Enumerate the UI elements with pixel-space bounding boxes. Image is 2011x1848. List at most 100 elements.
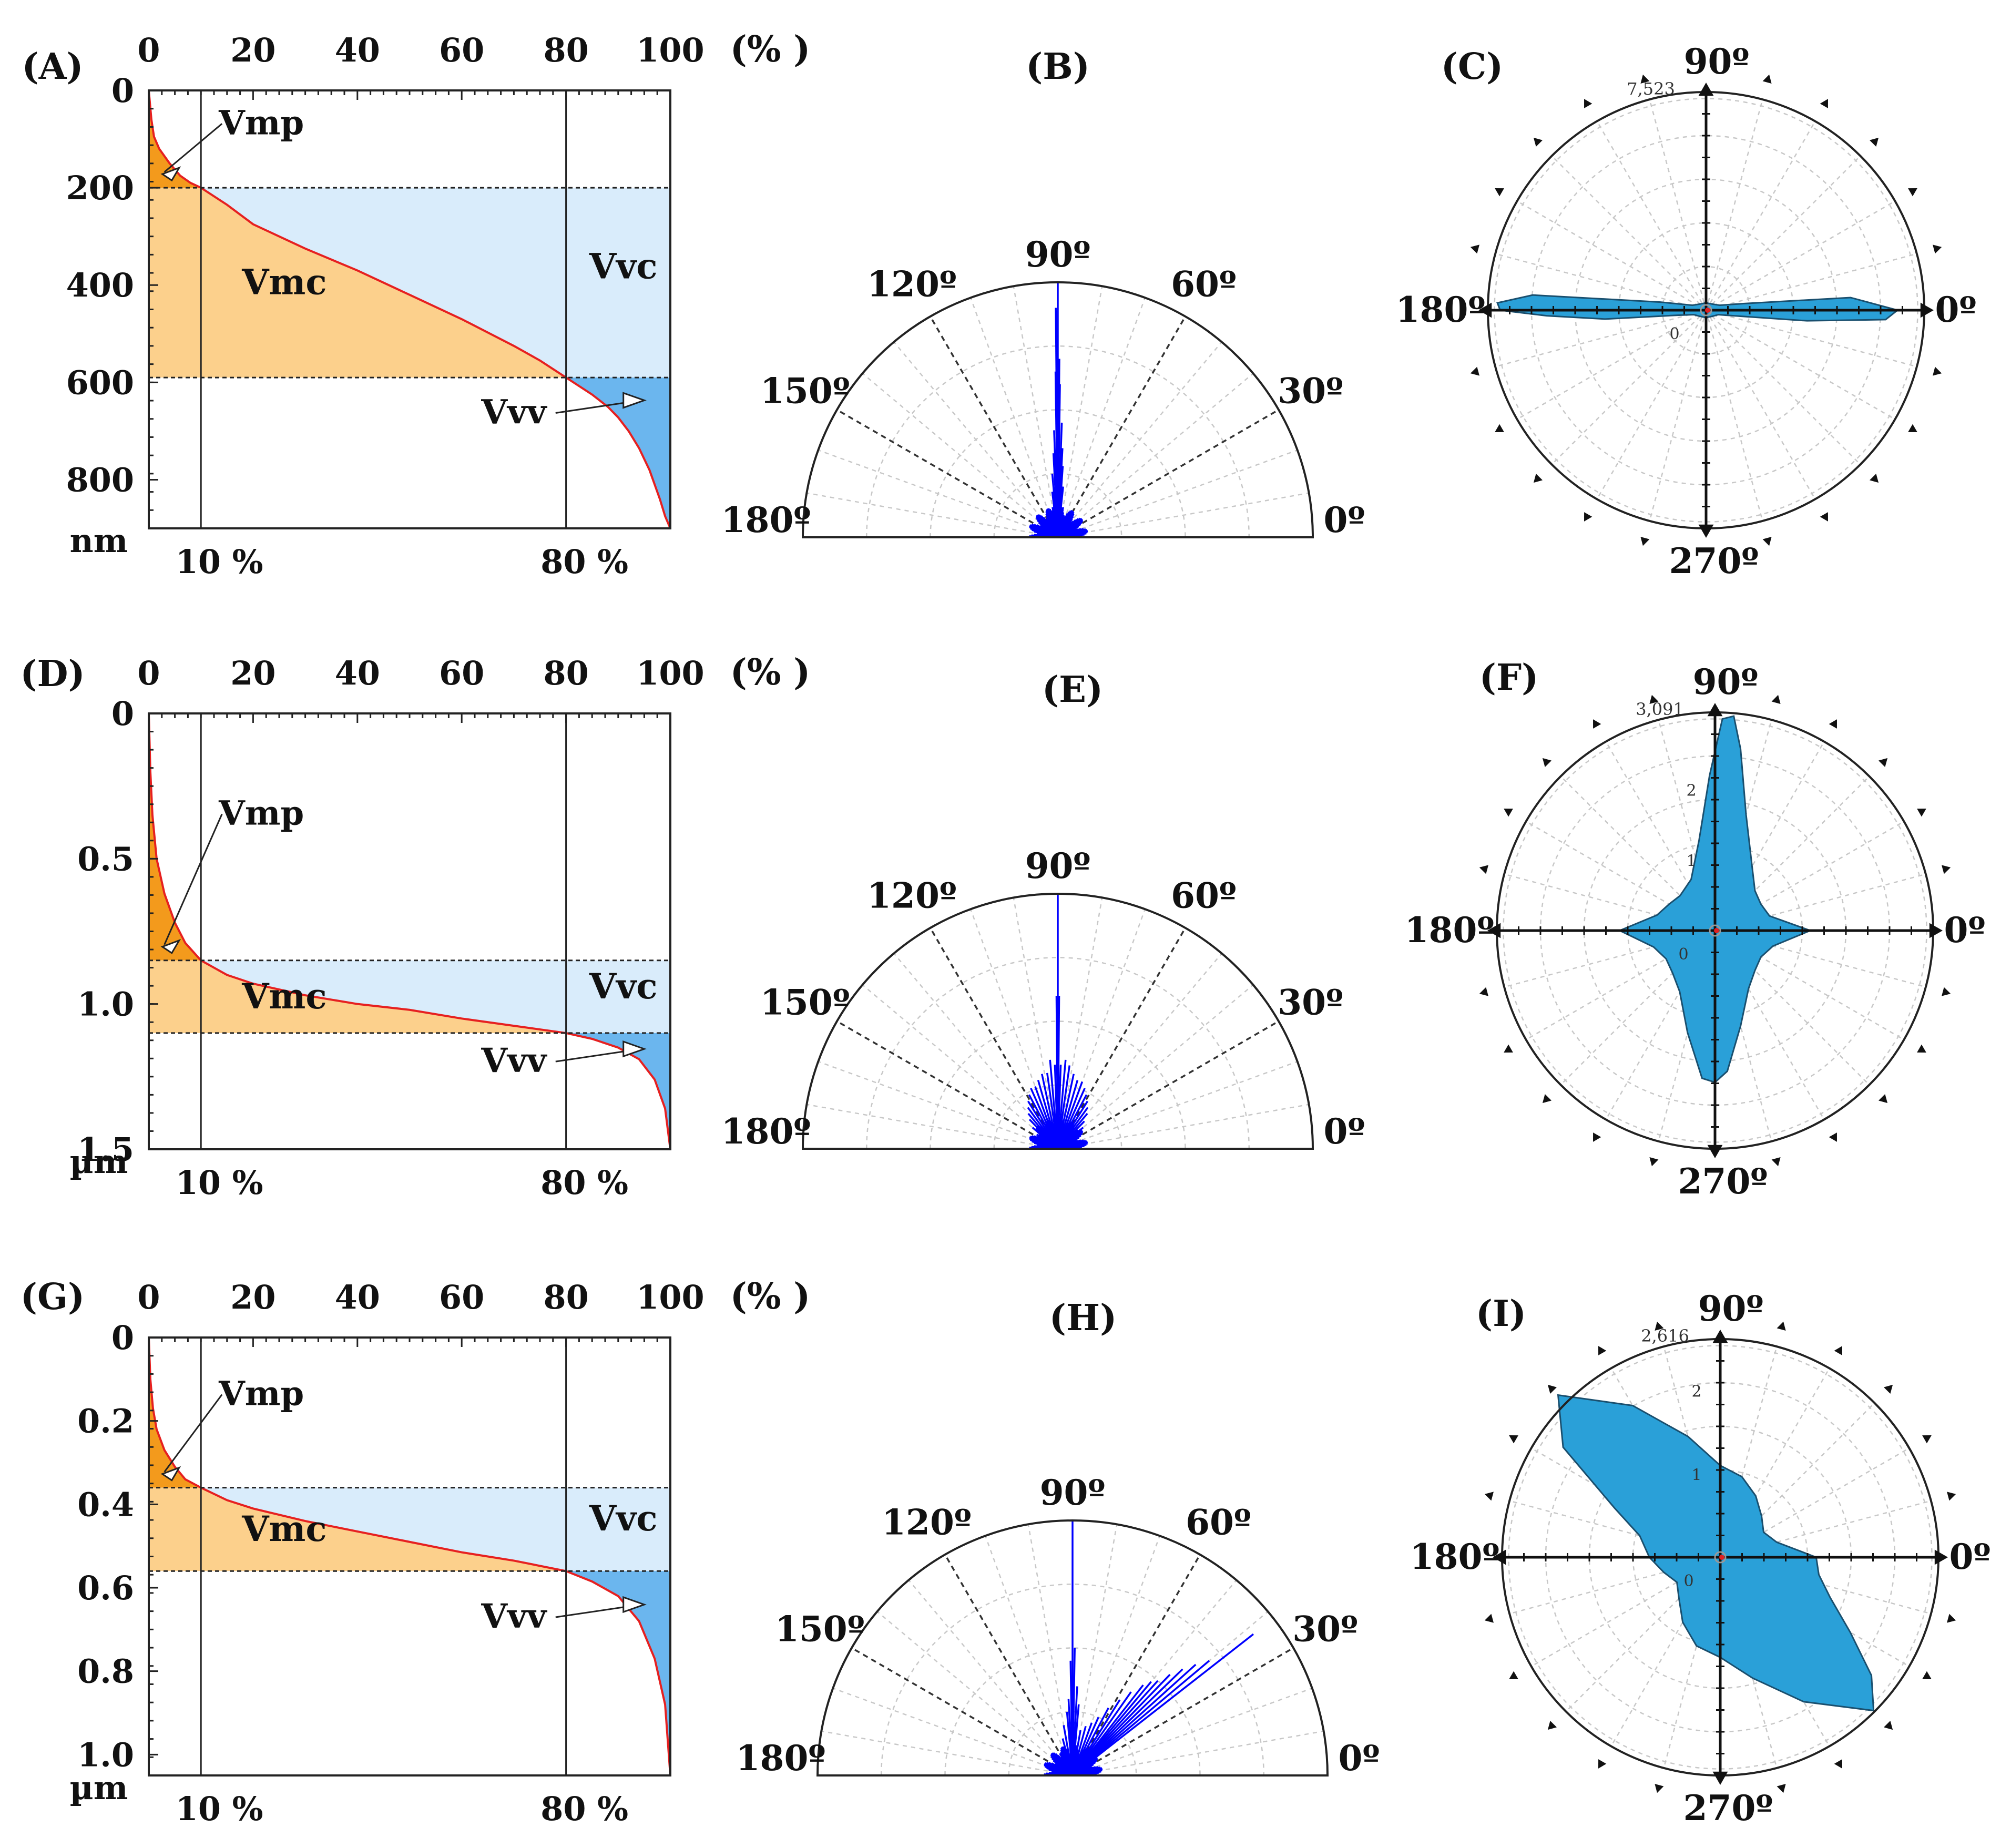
polar-rose-chart-8: 2,616 0 1 2 0º 90º 180º 270º [1410, 1288, 1991, 1829]
y-tick-label: 0 [111, 72, 134, 110]
vvc-label: Vvc [589, 1498, 658, 1539]
angle-marker [1707, 703, 1723, 717]
angle-marker [1947, 1614, 1956, 1623]
grid-radial [1057, 492, 1309, 538]
top-tick-label: 80 [543, 1278, 588, 1316]
top-tick-label: 60 [439, 1278, 484, 1316]
top-tick-label: 100 [636, 31, 704, 69]
grid-radial [1072, 1730, 1324, 1776]
angle-marker [1834, 1759, 1842, 1769]
grid-radial [1705, 120, 1816, 311]
vmp-region [149, 90, 201, 188]
angle-marker [1942, 865, 1951, 874]
vmc-label: Vmc [241, 1508, 326, 1549]
grid-arc [866, 957, 1250, 1149]
angle-label: 0º [1324, 499, 1365, 540]
center-ring [1714, 1551, 1727, 1564]
grid-radial [862, 373, 1058, 538]
angle-marker [1762, 74, 1772, 84]
grid-radial [1551, 310, 1707, 465]
polar-rose-chart-2: 7,523 0 0º 90º 180º 270º [1396, 41, 1977, 581]
top-tick-label: 40 [335, 31, 380, 69]
top-tick-label: 80 [543, 31, 588, 69]
material-ratio-chart-6: 0 20 40 60 80 100 (% ) 0 0.2 0.4 0.6 0.8 1.0µm 10 % 80… [70, 1275, 811, 1828]
grid-arc [866, 345, 1250, 538]
panel-label: (A) [22, 46, 83, 88]
grid-radial [1516, 309, 1707, 420]
vmp-region [149, 713, 201, 961]
top-tick-label: 80 [543, 654, 588, 692]
vvv-arrow-head [622, 1040, 647, 1058]
top-tick-label: 0 [137, 31, 160, 69]
marker-10pct-label: 10 % [176, 543, 263, 581]
angle-marker [1493, 1549, 1506, 1565]
top-tick-label: 40 [335, 1278, 380, 1316]
angle-marker [1698, 524, 1714, 538]
angle-marker [1479, 865, 1488, 874]
angle-label: 30º [1278, 982, 1343, 1023]
material-ratio-chart-3: 0 20 40 60 80 100 (% ) 0 0.5 1.0 1.5µm 10 % 80 % Vmp V… [70, 651, 811, 1202]
top-tick-label: 0 [137, 1278, 160, 1316]
vvv-arrow-line [555, 1049, 634, 1063]
angle-label: 90º [1025, 234, 1091, 275]
angle-marker [1820, 512, 1828, 522]
angle-marker [1533, 473, 1543, 483]
marker-10pct-label: 10 % [176, 1163, 263, 1202]
vmp-label: Vmp [218, 103, 304, 142]
vmp-label: Vmp [218, 1374, 304, 1414]
grid-radial [876, 1611, 1073, 1776]
angle-label-270: 270º [1678, 1161, 1768, 1202]
angle-label: 30º [1278, 371, 1343, 412]
y-tick-label: 200 [66, 169, 134, 207]
grid-radial [807, 1104, 1058, 1150]
angle-label-180: 180º [1410, 1536, 1500, 1577]
angle-marker [1533, 137, 1543, 147]
y-tick-label: 1.5 [77, 1130, 134, 1169]
angle-label: 0º [1339, 1738, 1380, 1779]
y-tick-label: 0.2 [77, 1402, 134, 1441]
angle-marker [1584, 512, 1593, 522]
angle-marker [1484, 1492, 1494, 1501]
major-radial [929, 316, 1059, 538]
angle-marker [1771, 1157, 1781, 1167]
vmp-arrow-line [164, 1394, 223, 1473]
plot-frame [148, 712, 671, 1150]
vvv-arrow-head [622, 1596, 647, 1614]
angle-label-0: 0º [1944, 910, 1986, 951]
angle-marker [1547, 1720, 1557, 1730]
panel-label: (C) [1441, 46, 1503, 88]
angle-marker [1698, 83, 1714, 96]
major-radial [836, 409, 1058, 538]
ring-label: 1 [1691, 1466, 1701, 1484]
grid-radial [862, 984, 1058, 1149]
vvv-arrow-head [622, 392, 647, 409]
major-radial [1072, 1647, 1294, 1776]
scale-max-label: 7,523 [1627, 79, 1675, 99]
vmc-region [149, 188, 566, 378]
angle-label: 30º [1292, 1609, 1358, 1650]
angle-marker [1655, 1321, 1664, 1331]
angle-label: 180º [721, 1111, 811, 1152]
angle-marker [1479, 987, 1488, 996]
angle-marker [1922, 1671, 1932, 1679]
angle-label-90: 90º [1698, 1288, 1764, 1329]
grid-radial [1596, 310, 1707, 500]
angle-marker [1649, 1157, 1659, 1167]
top-unit-label: (% ) [730, 28, 811, 70]
y-unit-label: nm [70, 522, 128, 560]
direction-ray [1071, 1633, 1254, 1776]
grid-arc [930, 409, 1186, 538]
grid-arc [1008, 1711, 1137, 1776]
grid-arc [881, 1584, 1264, 1776]
panel-label: (G) [21, 1276, 85, 1318]
material-ratio-curve [148, 713, 671, 1150]
angle-label: 60º [1186, 1502, 1251, 1543]
angle-label: 150º [775, 1609, 865, 1650]
vmp-region [149, 1337, 201, 1488]
angle-marker [1712, 1771, 1728, 1785]
angle-marker [1712, 1330, 1728, 1343]
vvc-label: Vvc [589, 246, 658, 287]
vmp-arrow-head [160, 166, 181, 182]
material-ratio-curve [148, 90, 671, 529]
angle-marker [1598, 1759, 1607, 1769]
